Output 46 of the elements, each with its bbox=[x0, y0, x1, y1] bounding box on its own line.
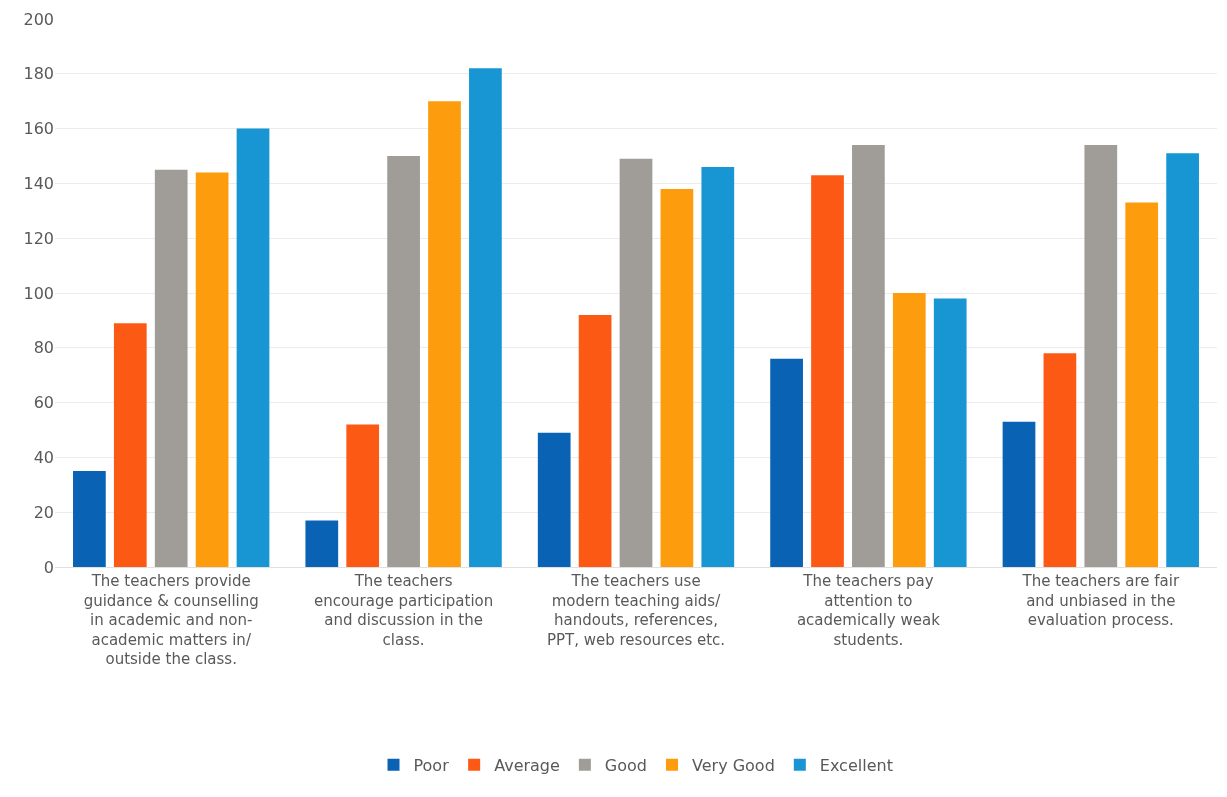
y-tick-label: 80 bbox=[33, 338, 54, 358]
y-tick-label: 60 bbox=[33, 393, 54, 413]
legend-label: Average bbox=[494, 755, 560, 775]
bar bbox=[892, 293, 926, 567]
bar bbox=[236, 128, 270, 567]
bar bbox=[1125, 202, 1159, 567]
legend-label: Poor bbox=[413, 755, 450, 775]
bar bbox=[387, 156, 420, 567]
bar bbox=[660, 188, 694, 567]
y-tick-label: 180 bbox=[23, 64, 54, 84]
bar bbox=[933, 298, 967, 567]
x-tick-label: The teachers encourage participation and discussion in the class. bbox=[313, 572, 494, 649]
bar bbox=[469, 68, 502, 567]
legend-label: Very Good bbox=[692, 755, 775, 775]
y-tick-label: 40 bbox=[33, 448, 54, 467]
bar bbox=[305, 520, 339, 567]
y-tick-label: 160 bbox=[23, 119, 54, 139]
x-tick-label: The teachers are fair and unbiased in the evaluation process. bbox=[1021, 572, 1180, 629]
y-tick-label: 100 bbox=[23, 283, 54, 303]
y-tick-label: 200 bbox=[23, 9, 54, 29]
bar bbox=[1166, 153, 1199, 567]
x-tick-label: The teachers use modern teaching aids/ handouts, references, PPT, web resources etc. bbox=[546, 572, 726, 649]
bar bbox=[113, 323, 147, 567]
y-tick-label: 120 bbox=[23, 228, 54, 248]
bar bbox=[619, 158, 653, 567]
bar bbox=[154, 169, 188, 567]
x-tick-label: The teachers pay attention to academically weak students. bbox=[796, 572, 941, 649]
bar bbox=[428, 101, 461, 567]
bar bbox=[701, 166, 735, 567]
y-tick-label: 0 bbox=[43, 557, 54, 577]
y-tick-label: 20 bbox=[33, 502, 54, 522]
bar bbox=[578, 314, 612, 567]
bar bbox=[346, 424, 380, 567]
bar bbox=[811, 175, 844, 567]
bar bbox=[1002, 421, 1036, 567]
bar bbox=[770, 358, 803, 567]
x-tick-label: The teachers provide guidance & counselling in academic and non- academic matters in/ outside the class. bbox=[83, 572, 259, 668]
legend-label: Excellent bbox=[819, 755, 893, 775]
y-tick-label: 140 bbox=[23, 174, 54, 193]
bar bbox=[852, 145, 885, 567]
bar bbox=[537, 432, 571, 567]
bar bbox=[195, 172, 229, 567]
legend-label: Good bbox=[604, 755, 647, 775]
bar bbox=[73, 471, 106, 567]
bar bbox=[1084, 145, 1118, 567]
bar bbox=[1043, 353, 1077, 567]
